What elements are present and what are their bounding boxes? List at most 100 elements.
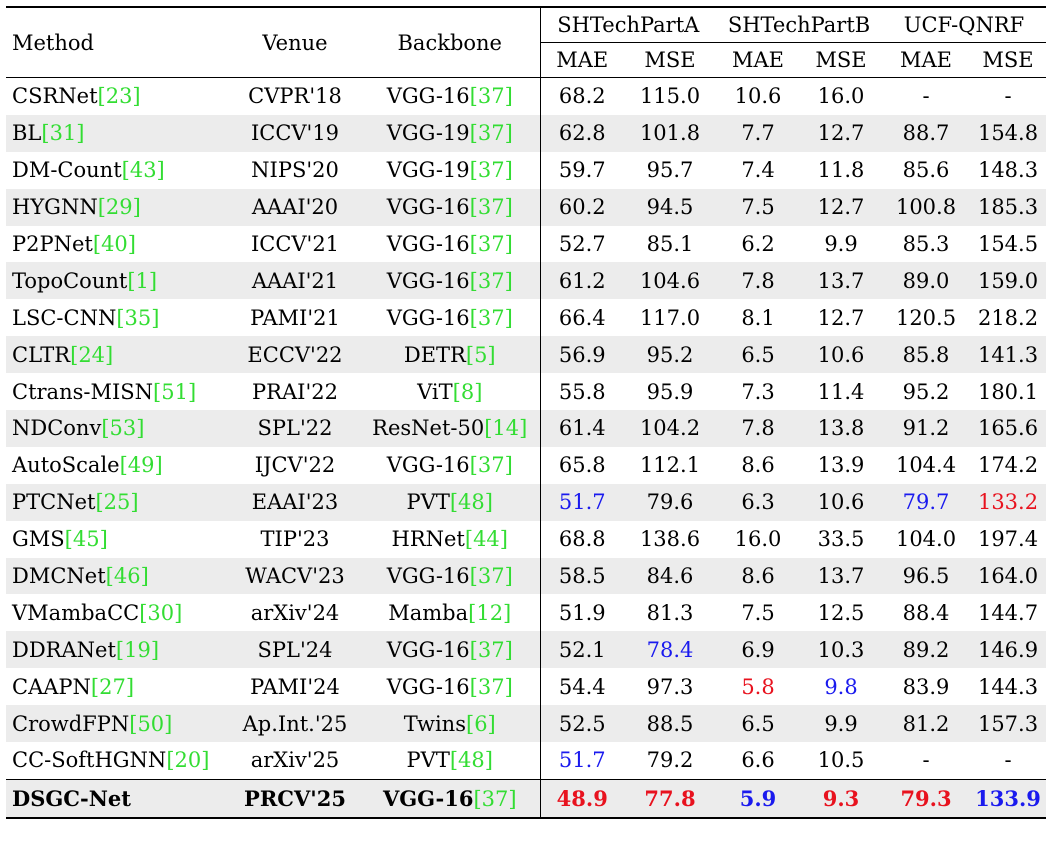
header-mse: MSE <box>624 42 717 78</box>
b-mae-cell: 6.6 <box>741 748 775 773</box>
venue-cell: SPL'24 <box>230 631 360 669</box>
b-mae-cell: 5.8 <box>741 674 775 699</box>
table-row: GMS[45] TIP'23 HRNet[44] 68.8 138.6 16.0 33.5 1… <box>6 520 1046 558</box>
q-mse-cell: 159.0 <box>970 262 1047 300</box>
a-mse-cell: 77.8 <box>624 778 717 819</box>
venue-cell: ECCV'22 <box>230 336 360 374</box>
method-citation[interactable]: [30] <box>139 600 183 625</box>
backbone-citation[interactable]: [37] <box>469 121 513 146</box>
method-citation[interactable]: [31] <box>41 121 85 146</box>
header-mae: MAE <box>716 42 801 78</box>
b-mae-cell: 7.5 <box>716 188 801 226</box>
backbone-cell: VGG-16[37] <box>360 188 541 226</box>
method-name: DM-Count <box>12 158 122 183</box>
a-mae-cell: 62.8 <box>540 114 624 152</box>
table-row: HYGNN[29] AAAI'20 VGG-16[37] 60.2 94.5 7.5 12.… <box>6 188 1047 226</box>
a-mse-cell: 95.9 <box>646 379 694 404</box>
venue-cell: IJCV'22 <box>254 453 336 478</box>
method-cell: DSGC-Net <box>6 778 230 819</box>
backbone-citation[interactable]: [48] <box>449 490 493 515</box>
method-citation[interactable]: [45] <box>64 527 108 552</box>
a-mae-cell: 61.2 <box>540 262 624 300</box>
b-mae-cell: 5.9 <box>716 778 801 819</box>
header-group-shtechpartb: SHTechPartB <box>716 6 883 43</box>
method-citation[interactable]: [24] <box>70 342 114 367</box>
table-row: CLTR[24] ECCV'22 DETR[5] 56.9 95.2 6.5 10.6 85.… <box>6 336 1047 374</box>
backbone-citation[interactable]: [37] <box>469 305 513 330</box>
backbone-citation[interactable]: [44] <box>464 527 508 552</box>
table-row: LSC-CNN[35] PAMI'21 VGG-16[37] 66.4 117.0 8.1… <box>6 299 1046 337</box>
method-cell: CLTR[24] <box>6 336 230 374</box>
a-mae-cell: 59.7 <box>558 158 606 183</box>
backbone-cell: ViT[8] <box>360 373 541 411</box>
backbone-citation[interactable]: [37] <box>473 786 517 811</box>
backbone-name: VGG-16 <box>386 84 470 109</box>
method-cell: TopoCount[1] <box>6 262 230 300</box>
b-mae-cell: 7.3 <box>741 379 775 404</box>
q-mse-cell: 185.3 <box>970 188 1047 226</box>
backbone-cell: VGG-16[37] <box>360 446 541 484</box>
backbone-citation[interactable]: [37] <box>469 637 513 662</box>
method-citation[interactable]: [51] <box>153 379 197 404</box>
method-citation[interactable]: [23] <box>97 84 141 109</box>
table-row: DDRANet[19] SPL'24 VGG-16[37] 52.1 78.4 6.9 10… <box>6 631 1047 669</box>
a-mse-cell: 78.4 <box>624 631 717 669</box>
table-row: CSRNet[23] CVPR'18 VGG-16[37] 68.2 115.0 10.6… <box>6 77 1046 115</box>
a-mse-cell: 94.5 <box>624 188 717 226</box>
q-mae-cell: 85.8 <box>882 336 971 374</box>
method-citation[interactable]: [19] <box>115 637 160 662</box>
backbone-citation[interactable]: [37] <box>469 453 513 478</box>
backbone-citation[interactable]: [5] <box>465 342 496 367</box>
method-citation[interactable]: [53] <box>101 416 145 441</box>
method-citation[interactable]: [46] <box>105 564 149 589</box>
backbone-name: HRNet <box>391 527 465 552</box>
backbone-citation[interactable]: [37] <box>469 268 513 293</box>
method-citation[interactable]: [20] <box>166 748 210 773</box>
method-citation[interactable]: [40] <box>92 232 136 256</box>
backbone-citation[interactable]: [14] <box>484 416 528 441</box>
b-mse-cell: 10.6 <box>800 336 883 374</box>
method-citation[interactable]: [43] <box>121 158 165 183</box>
backbone-cell: VGG-16[37] <box>360 225 541 263</box>
q-mae-cell: 88.4 <box>902 600 950 625</box>
method-citation[interactable]: [49] <box>119 453 163 478</box>
backbone-name: VGG-16 <box>386 305 470 330</box>
backbone-citation[interactable]: [12] <box>468 600 512 625</box>
backbone-citation[interactable]: [37] <box>469 195 513 220</box>
backbone-name: Twins <box>403 711 466 736</box>
a-mae-cell: 51.7 <box>558 748 606 773</box>
backbone-citation[interactable]: [6] <box>466 711 496 736</box>
q-mae-cell: 104.0 <box>895 527 957 552</box>
backbone-citation[interactable]: [8] <box>452 379 483 404</box>
header-mae: MAE <box>540 42 624 78</box>
method-name: GMS <box>12 527 65 552</box>
method-cell: P2PNet[40] <box>6 226 230 263</box>
backbone-name: VGG-16 <box>386 564 470 589</box>
method-citation[interactable]: [29] <box>97 195 141 220</box>
method-citation[interactable]: [25] <box>95 490 139 515</box>
a-mae-cell: 54.4 <box>558 674 606 699</box>
backbone-citation[interactable]: [37] <box>469 674 513 699</box>
backbone-citation[interactable]: [37] <box>469 158 513 183</box>
backbone-citation[interactable]: [48] <box>449 748 493 773</box>
backbone-citation[interactable]: [37] <box>469 564 513 589</box>
q-mae-cell: 79.7 <box>882 483 971 521</box>
venue-cell: CVPR'18 <box>248 84 342 109</box>
method-name: NDConv <box>12 416 102 441</box>
method-citation[interactable]: [50] <box>129 711 173 736</box>
method-citation[interactable]: [27] <box>90 674 135 699</box>
backbone-name: DETR <box>403 342 466 367</box>
b-mae-cell: 7.5 <box>741 600 775 625</box>
method-name: HYGNN <box>12 195 98 220</box>
backbone-citation[interactable]: [37] <box>469 232 513 256</box>
method-citation[interactable]: [35] <box>116 305 160 330</box>
backbone-name: VGG-16 <box>386 453 470 478</box>
table-row: Ctrans-MISN[51] PRAI'22 ViT[8] 55.8 95.9 7.3 1… <box>6 373 1046 411</box>
q-mse-cell: 133.2 <box>970 483 1047 521</box>
q-mae-cell: - <box>922 84 930 109</box>
method-citation[interactable]: [1] <box>127 268 158 293</box>
a-mse-cell: 104.2 <box>624 410 717 447</box>
table-row: P2PNet[40] ICCV'21 VGG-16[37] 52.7 85.1 6.2 9.… <box>6 225 1046 263</box>
b-mse-cell: 12.7 <box>800 188 883 226</box>
backbone-citation[interactable]: [37] <box>469 84 513 109</box>
